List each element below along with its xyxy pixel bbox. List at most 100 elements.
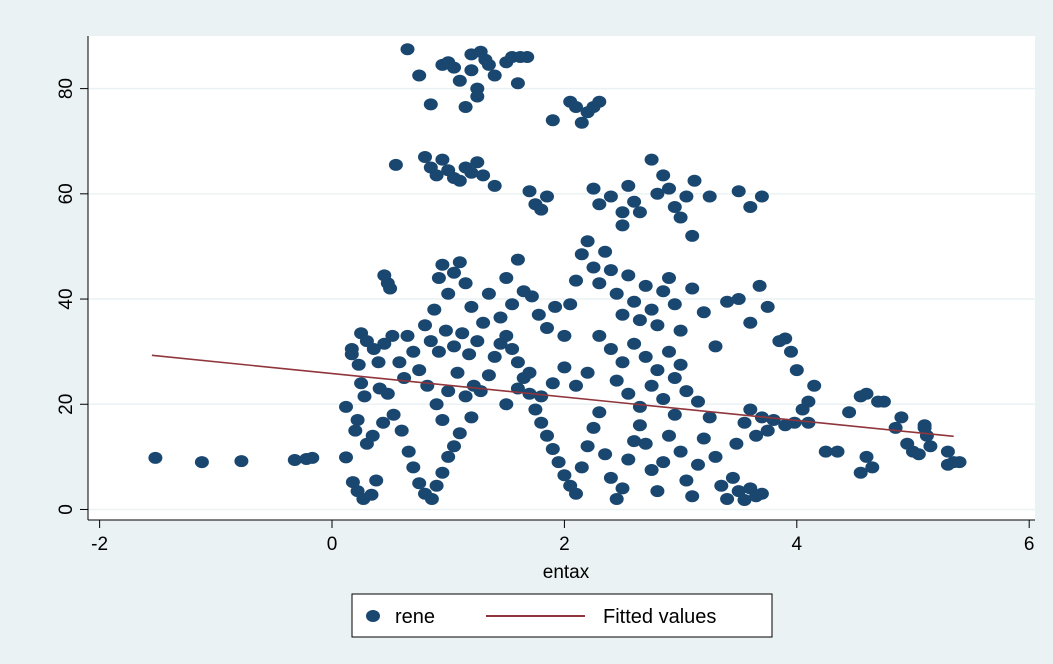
data-point [441,287,456,300]
data-point [795,403,810,416]
data-point [673,358,688,371]
data-point [592,406,607,419]
data-point [447,340,461,353]
data-point [569,101,583,113]
x-tick-label: 4 [792,534,803,555]
fitted-line [151,354,954,438]
data-point [737,416,752,429]
data-point [662,182,676,195]
data-point [447,61,461,74]
data-point [638,350,653,363]
data-point [487,179,502,192]
data-point [569,379,583,392]
data-point [458,390,473,403]
x-tick-label: 2 [559,534,570,555]
data-point [725,471,740,484]
data-point [481,287,496,300]
data-point [452,74,467,87]
data-point [853,466,868,479]
data-point [435,414,450,426]
data-point [754,190,769,203]
data-point [540,322,554,334]
data-point [731,185,746,198]
data-point [574,248,589,261]
data-point [650,364,665,377]
data-point [586,421,601,434]
data-point [807,379,822,392]
data-point [563,298,578,311]
data-point [427,303,442,316]
data-point [464,64,479,77]
data-point [667,408,682,421]
data-point [702,190,717,203]
data-point [499,329,514,342]
data-point [586,261,601,274]
data-point [431,345,446,358]
data-point [731,485,746,498]
data-point [510,77,525,90]
data-point [592,95,607,108]
data-point [603,471,618,484]
data-point [470,90,485,103]
data-point [194,456,209,469]
data-point [534,390,549,403]
data-point [679,474,694,487]
data-point [586,182,601,195]
data-point [789,364,804,377]
legend: rene Fitted values [351,593,773,638]
data-point [528,403,543,416]
data-point [569,487,583,500]
data-point [667,201,682,213]
data-point [569,274,583,287]
data-point [487,69,502,82]
data-point [865,461,880,474]
data-point [894,411,909,424]
data-point [505,343,520,355]
data-point [667,298,682,311]
data-point [603,190,618,203]
data-point [720,295,735,308]
data-point [580,235,595,248]
data-point [749,429,764,442]
data-point [592,277,607,290]
data-point [148,451,163,464]
data-point [720,493,735,505]
data-point [383,282,398,295]
data-point [615,219,630,232]
data-point [574,461,589,474]
data-point [685,229,700,242]
data-point [354,377,369,390]
data-point [691,458,705,471]
data-point [481,369,496,382]
data-point [476,316,491,329]
data-point [615,482,630,495]
data-point [429,479,444,492]
data-point [386,408,401,421]
data-point [551,456,566,469]
data-point [435,258,450,271]
data-point [406,345,421,358]
data-point [412,69,427,82]
data-point [234,455,249,468]
data-point [458,277,473,290]
data-point [557,329,572,342]
data-point [450,366,465,379]
data-point [493,311,508,324]
data-point [760,300,775,313]
data-point [911,448,926,461]
data-point [510,253,525,266]
data-point [574,116,589,129]
data-point [548,300,563,313]
data-point [818,445,833,458]
data-point [679,385,694,398]
data-point [940,458,955,471]
data-point [376,416,391,429]
data-point [464,300,479,313]
data-point [455,327,470,340]
data-point [632,314,647,327]
data-point [656,393,671,405]
data-point [632,400,647,413]
data-point [650,485,665,498]
data-point [481,58,496,71]
